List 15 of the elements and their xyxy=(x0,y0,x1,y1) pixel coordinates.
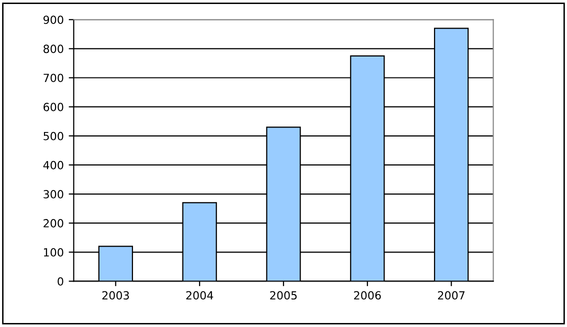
x-tick-label: 2003 xyxy=(102,291,129,300)
x-tick-label: 2005 xyxy=(270,291,297,300)
x-tick-label: 2006 xyxy=(354,291,381,300)
y-tick-label: 100 xyxy=(44,248,64,257)
y-tick-label: 200 xyxy=(44,219,64,228)
y-tick-label: 300 xyxy=(44,190,64,198)
y-tick-label: 500 xyxy=(44,132,64,140)
x-tick-label: 2004 xyxy=(186,291,214,300)
x-tick-label: 2007 xyxy=(438,291,465,300)
y-tick-label: 600 xyxy=(44,102,64,112)
y-tick-label: 900 xyxy=(43,16,64,24)
y-tick-label: 800 xyxy=(44,44,64,54)
y-tick-label: 700 xyxy=(44,74,64,82)
y-tick-label: 0 xyxy=(58,277,64,286)
y-tick-label: 400 xyxy=(43,160,64,170)
